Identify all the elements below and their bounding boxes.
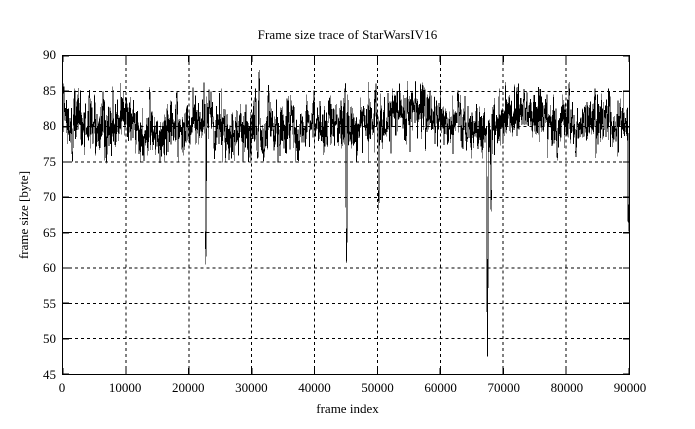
- y-tick-label: 45: [43, 367, 56, 382]
- x-axis-label: frame index: [316, 401, 379, 416]
- y-axis-label: frame size [byte]: [16, 170, 31, 260]
- y-tick-label: 75: [43, 153, 56, 169]
- x-tick-label: 10000: [108, 380, 142, 395]
- x-axis-tick-labels: 0 10000 20000 30000 40000 50000 60000 70000 8000…: [0, 381, 695, 401]
- y-axis-tick-labels: 45 50 55 60 65 70 75 80 85 90: [0, 0, 56, 429]
- chart-title: Frame size trace of StarWarsIV16: [257, 27, 438, 42]
- data-trace: [63, 70, 629, 356]
- y-tick-label: 80: [43, 118, 56, 134]
- y-tick-label: 55: [43, 295, 56, 311]
- x-tick-label: 20000: [171, 380, 205, 395]
- plot-canvas: [63, 56, 629, 374]
- y-tick-label: 60: [43, 260, 56, 276]
- x-tick-label: 80000: [550, 380, 584, 395]
- x-tick-label: 30000: [235, 380, 268, 395]
- y-tick-label: 85: [43, 82, 56, 98]
- x-tick-label: 60000: [424, 380, 457, 395]
- x-tick-label: 50000: [361, 380, 394, 395]
- x-tick-label: 40000: [298, 380, 331, 395]
- y-tick-label: 65: [43, 224, 56, 240]
- x-tick-label: 0: [58, 380, 66, 395]
- y-tick-label: 70: [43, 189, 56, 205]
- y-tick-label: 90: [43, 47, 56, 62]
- y-tick-label: 50: [43, 331, 56, 347]
- x-tick-label: 70000: [487, 380, 521, 395]
- plot-area: [62, 55, 630, 375]
- x-tick-label: 90000: [613, 380, 647, 395]
